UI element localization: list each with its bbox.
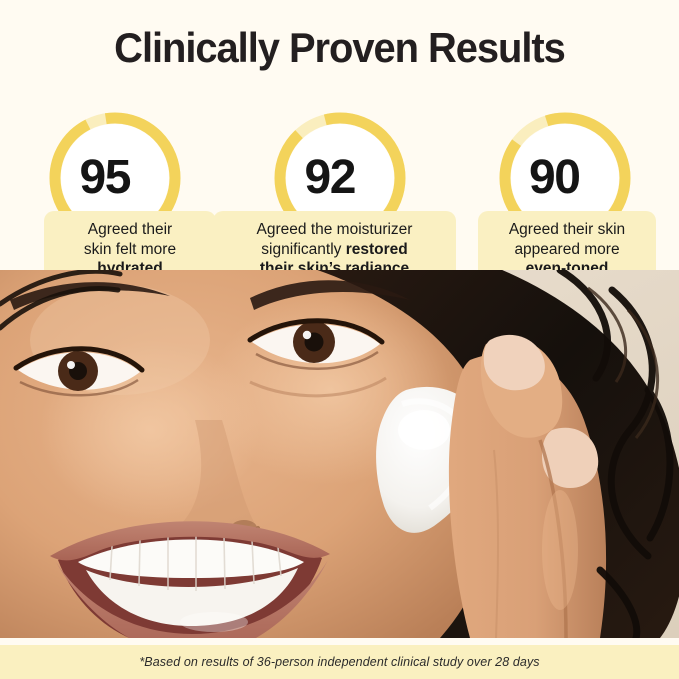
caption-line-3a: Agreed their skin (508, 221, 626, 238)
footer-disclaimer: *Based on results of 36-person independe… (139, 655, 540, 669)
caption-line-1a: Agreed their (87, 221, 173, 238)
hero-photo-illustration (0, 270, 679, 638)
footer-band: *Based on results of 36-person independe… (0, 645, 679, 679)
footer-spacer (0, 638, 679, 645)
caption-line-2a: Agreed the moisturizer (256, 221, 413, 238)
caption-line-3b: appeared more (514, 240, 620, 258)
caption-line-1b: skin felt more (83, 240, 177, 258)
page-title: Clinically Proven Results (114, 24, 566, 71)
caption-line-2b: significantly (261, 240, 346, 258)
caption-highlight-2a: restored (345, 240, 408, 258)
hero-photo (0, 270, 679, 638)
